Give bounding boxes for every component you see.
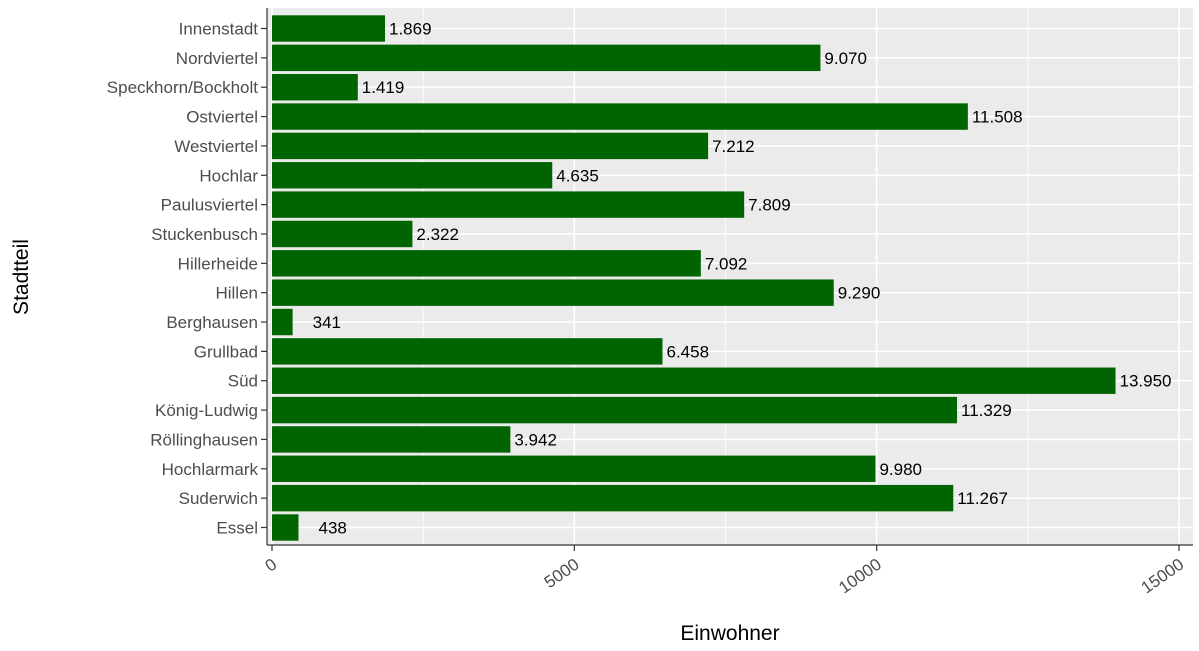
x-tick-label: 15000 <box>1138 555 1188 598</box>
bar <box>272 132 709 160</box>
data-label: 341 <box>313 313 341 332</box>
bar <box>272 367 1116 394</box>
data-label: 6.458 <box>666 342 709 361</box>
y-tick-label: Westviertel <box>174 137 258 156</box>
data-label: 7.092 <box>705 254 748 273</box>
bar <box>272 162 553 189</box>
bar <box>272 220 413 248</box>
bar <box>272 514 299 541</box>
x-axis-title: Einwohner <box>680 622 779 645</box>
y-tick-label: Paulusviertel <box>161 196 258 215</box>
data-label: 9.070 <box>824 49 867 68</box>
y-tick-label: Hochlar <box>199 166 258 185</box>
y-tick-label: Stuckenbusch <box>151 225 258 244</box>
data-label: 1.869 <box>389 20 432 39</box>
bar <box>272 250 701 277</box>
bar <box>272 44 821 72</box>
bar <box>272 103 968 130</box>
data-label: 7.212 <box>712 137 755 156</box>
bar <box>272 191 745 218</box>
bar <box>272 15 386 42</box>
y-tick-label: Hillen <box>215 284 258 303</box>
y-tick-label: Grullbad <box>194 342 258 361</box>
data-label: 2.322 <box>416 225 459 244</box>
bar <box>272 484 954 512</box>
y-tick-label: Speckhorn/Bockholt <box>107 78 258 97</box>
bar <box>272 308 293 336</box>
y-tick-label: Ostviertel <box>186 108 258 127</box>
data-label: 11.329 <box>961 401 1012 420</box>
data-labels: 1.869 9.070 1.419 11.508 7.212 4.635 7.809 2.32… <box>313 20 1172 538</box>
data-label: 1.419 <box>362 78 405 97</box>
bars <box>272 15 1116 541</box>
y-tick-label: Röllinghausen <box>150 430 258 449</box>
data-label: 11.267 <box>957 489 1008 508</box>
y-tick-label: Hillerheide <box>178 254 258 273</box>
bar <box>272 455 876 483</box>
data-label: 438 <box>318 519 346 538</box>
x-axis: 0 5000 10000 15000 <box>262 545 1188 598</box>
y-tick-label: Süd <box>228 372 258 391</box>
bar <box>272 338 663 365</box>
y-axis: Innenstadt Nordviertel Speckhorn/Bockholt O… <box>107 20 267 538</box>
data-label: 7.809 <box>748 196 791 215</box>
y-tick-label: Nordviertel <box>176 49 258 68</box>
x-tick-label: 10000 <box>835 555 885 598</box>
data-label: 4.635 <box>556 166 599 185</box>
data-label: 9.980 <box>879 460 922 479</box>
bar <box>272 426 511 453</box>
x-tick-label: 5000 <box>541 555 583 592</box>
bar <box>272 279 834 306</box>
y-tick-label: Innenstadt <box>179 20 259 39</box>
y-tick-label: König-Ludwig <box>155 401 258 420</box>
data-label: 9.290 <box>838 284 881 303</box>
bar <box>272 73 358 101</box>
bar <box>272 396 958 424</box>
y-tick-label: Hochlarmark <box>162 460 259 479</box>
data-label: 3.942 <box>514 430 557 449</box>
x-tick-label: 0 <box>262 555 281 576</box>
y-tick-label: Berghausen <box>166 313 258 332</box>
data-label: 13.950 <box>1120 372 1172 391</box>
y-tick-label: Essel <box>216 519 258 538</box>
y-tick-label: Suderwich <box>179 489 258 508</box>
data-label: 11.508 <box>972 108 1023 127</box>
y-axis-title: Stadtteil <box>10 239 33 315</box>
